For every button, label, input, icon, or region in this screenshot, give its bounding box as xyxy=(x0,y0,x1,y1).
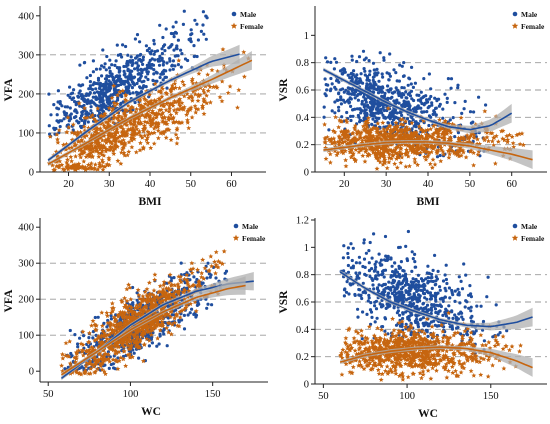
legend-male-marker xyxy=(512,223,518,229)
y-tick-label: 200 xyxy=(18,295,34,306)
legend-male-label: Male xyxy=(242,222,259,231)
legend-male-marker xyxy=(233,223,239,229)
chart-vsr-wc: 0 0.2 0.4 0.6 0.8 1 1.2 50 100 150 WC VSR Male Female xyxy=(278,216,547,420)
scatter-female xyxy=(59,248,227,377)
y-axis-label: VFA xyxy=(3,289,15,312)
chart-vfa-bmi: 0 100 200 300 400 20 30 40 50 60 BMI VFA Male Female xyxy=(3,6,266,208)
ci-band-male xyxy=(323,67,512,134)
y-tick-label: 0.6 xyxy=(296,298,309,309)
y-tick-label: 400 xyxy=(18,11,34,22)
y-tick-label: 300 xyxy=(18,259,34,270)
points-female xyxy=(322,105,526,171)
y-tick-label: 400 xyxy=(18,223,34,234)
x-tick-label: 50 xyxy=(185,179,196,190)
legend-male-label: Male xyxy=(521,222,538,231)
fit-line-female xyxy=(323,141,533,161)
y-tick-label: 1 xyxy=(304,31,309,42)
legend-female-marker xyxy=(232,234,240,241)
x-tick-label: 150 xyxy=(205,389,221,400)
points-male xyxy=(339,229,509,355)
legend-male-label: Male xyxy=(240,10,257,19)
legend: Male Female xyxy=(511,10,545,31)
x-axis-label: WC xyxy=(418,408,438,420)
y-tick-label: 0.8 xyxy=(296,58,309,69)
x-tick-label: 30 xyxy=(381,179,392,190)
fit-line-male xyxy=(323,68,513,131)
ci-band-female xyxy=(323,140,533,169)
legend-female-marker xyxy=(511,234,519,241)
y-tick-label: 0.8 xyxy=(296,270,309,281)
legend-female-marker xyxy=(511,22,519,29)
x-tick-label: 100 xyxy=(123,389,139,400)
x-axis-label: BMI xyxy=(139,196,163,208)
y-tick-label: 0 xyxy=(304,168,309,179)
points-female xyxy=(59,248,227,377)
y-tick-label: 200 xyxy=(18,89,34,100)
x-tick-label: 40 xyxy=(145,179,156,190)
x-tick-label: 50 xyxy=(465,179,476,190)
y-tick-label: 1 xyxy=(304,243,309,254)
x-tick-label: 20 xyxy=(339,179,350,190)
points-male xyxy=(47,9,209,144)
ci-band-female xyxy=(61,276,246,377)
y-tick-label: 0 xyxy=(29,168,34,179)
x-axis-label: WC xyxy=(141,406,161,418)
x-tick-label: 50 xyxy=(318,391,329,402)
chart-vsr-bmi: 0 0.2 0.4 0.6 0.8 1 20 30 40 50 60 BMI VSR Male Female xyxy=(278,6,547,208)
ci-band-male xyxy=(48,44,240,163)
ci-band-female xyxy=(340,345,533,377)
x-tick-label: 100 xyxy=(399,391,415,402)
y-tick-label: 0.4 xyxy=(296,113,310,124)
fit-line-male xyxy=(339,271,533,328)
legend-male-label: Male xyxy=(521,10,538,19)
y-tick-label: 1.2 xyxy=(296,216,309,227)
y-axis-label: VSR xyxy=(278,290,290,314)
fit-line-female xyxy=(60,284,246,376)
y-tick-label: 0.6 xyxy=(296,86,309,97)
y-tick-label: 0 xyxy=(304,380,309,391)
legend-female-label: Female xyxy=(521,234,545,243)
scatter-female xyxy=(322,105,526,171)
x-tick-label: 50 xyxy=(43,389,54,400)
y-tick-label: 0.2 xyxy=(296,140,309,151)
legend-male-marker xyxy=(231,11,237,17)
x-tick-label: 40 xyxy=(423,179,434,190)
legend-female-marker xyxy=(230,22,238,29)
y-axis-label: VFA xyxy=(3,78,15,101)
legend-female-label: Female xyxy=(521,22,545,31)
y-tick-label: 0.4 xyxy=(296,325,310,336)
y-tick-label: 300 xyxy=(18,50,34,61)
y-tick-label: 100 xyxy=(18,128,34,139)
chart-vfa-wc: 0 100 200 300 400 50 100 150 WC VFA Male Female xyxy=(3,218,268,418)
fit-line-male xyxy=(47,53,240,161)
fit-line-female xyxy=(339,346,533,369)
legend: Male Female xyxy=(230,10,264,31)
legend-female-label: Female xyxy=(240,22,264,31)
x-axis-label: BMI xyxy=(417,196,441,208)
legend: Male Female xyxy=(232,222,266,243)
y-tick-label: 0.2 xyxy=(296,352,309,363)
y-tick-label: 0 xyxy=(29,367,34,378)
fit-line-female xyxy=(47,59,253,165)
y-tick-label: 100 xyxy=(18,331,34,342)
legend: Male Female xyxy=(511,222,545,243)
x-tick-label: 60 xyxy=(506,179,517,190)
legend-female-label: Female xyxy=(242,234,266,243)
scatter-male xyxy=(47,9,209,144)
legend-male-marker xyxy=(512,11,518,17)
x-tick-label: 150 xyxy=(483,391,499,402)
x-tick-label: 20 xyxy=(63,179,74,190)
x-tick-label: 60 xyxy=(226,179,237,190)
y-axis-label: VSR xyxy=(278,78,290,102)
x-tick-label: 30 xyxy=(104,179,115,190)
scatter-male xyxy=(339,229,509,355)
